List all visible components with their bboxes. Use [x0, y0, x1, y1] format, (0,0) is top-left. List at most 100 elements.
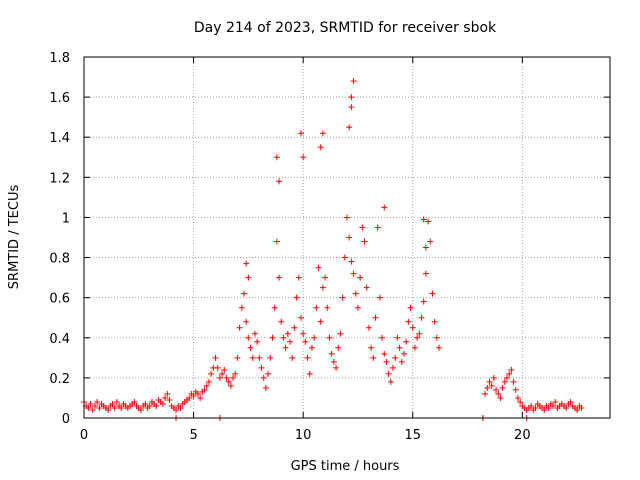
- data-point: [236, 324, 243, 331]
- data-point: [411, 344, 418, 351]
- data-point: [370, 354, 377, 361]
- data-point: [293, 294, 300, 301]
- data-point: [503, 374, 510, 381]
- data-point: [313, 304, 320, 311]
- data-point: [317, 144, 324, 151]
- data-point: [295, 274, 302, 281]
- data-point: [381, 204, 388, 211]
- y-tick-label: 0.4: [49, 332, 70, 347]
- data-point: [197, 394, 204, 401]
- data-point: [245, 334, 252, 341]
- data-point: [243, 260, 250, 267]
- data-point: [118, 404, 125, 411]
- data-point: [433, 334, 440, 341]
- data-point: [372, 314, 379, 321]
- data-point: [528, 402, 535, 409]
- data-point: [87, 400, 94, 407]
- data-point: [273, 238, 280, 245]
- data-point: [574, 406, 581, 413]
- data-point: [374, 224, 381, 231]
- data-point: [300, 330, 307, 337]
- data-point: [223, 374, 230, 381]
- data-point: [300, 154, 307, 161]
- data-point: [291, 324, 298, 331]
- data-point: [425, 218, 432, 225]
- data-point: [365, 324, 372, 331]
- data-point: [550, 402, 557, 409]
- data-point: [333, 364, 340, 371]
- data-point: [532, 404, 539, 411]
- data-point: [243, 318, 250, 325]
- chart-title: Day 214 of 2023, SRMTID for receiver sbo…: [194, 20, 497, 36]
- grid: [84, 57, 610, 418]
- data-point: [361, 238, 368, 245]
- data-point: [420, 298, 427, 305]
- data-point: [203, 382, 210, 389]
- data-point: [319, 130, 326, 137]
- data-point: [501, 378, 508, 385]
- data-point: [337, 330, 344, 337]
- data-point: [109, 400, 116, 407]
- data-point: [352, 290, 359, 297]
- data-point: [273, 154, 280, 161]
- data-point: [517, 398, 524, 405]
- data-point: [567, 398, 574, 405]
- data-point: [508, 366, 515, 373]
- data-point: [354, 304, 361, 311]
- data-point: [142, 400, 149, 407]
- x-tick-label: 0: [80, 428, 88, 443]
- data-point: [216, 374, 223, 381]
- data-point: [376, 294, 383, 301]
- data-point: [405, 318, 412, 325]
- data-point: [227, 382, 234, 389]
- data-point: [234, 354, 241, 361]
- data-point: [330, 358, 337, 365]
- data-point: [280, 334, 287, 341]
- data-point: [260, 374, 267, 381]
- data-point: [431, 318, 438, 325]
- x-tick-label: 10: [295, 428, 312, 443]
- data-point: [94, 398, 101, 405]
- data-point: [91, 402, 98, 409]
- data-point: [269, 334, 276, 341]
- data-point: [578, 404, 585, 411]
- data-point: [398, 358, 405, 365]
- data-point: [302, 338, 309, 345]
- data-point: [265, 370, 272, 377]
- data-point: [344, 214, 350, 221]
- data-point: [552, 398, 559, 405]
- data-point: [308, 344, 315, 351]
- x-tick-label: 5: [189, 428, 197, 443]
- data-point: [230, 374, 237, 381]
- data-point: [326, 334, 333, 341]
- data-point: [400, 350, 407, 357]
- data-point: [304, 354, 311, 361]
- data-point: [276, 178, 283, 185]
- y-tick-label: 0.6: [49, 292, 70, 307]
- data-point: [322, 274, 329, 281]
- data-point: [359, 224, 366, 231]
- data-point: [105, 406, 112, 413]
- data-point: [482, 390, 489, 397]
- data-point: [339, 294, 346, 301]
- data-point: [113, 398, 120, 405]
- plot-frame: [83, 56, 611, 419]
- data-point: [282, 344, 289, 351]
- data-point: [506, 370, 513, 377]
- data-point: [238, 304, 245, 311]
- y-tick-label: 1.6: [49, 91, 70, 106]
- data-point: [392, 354, 399, 361]
- data-point: [315, 264, 322, 271]
- data-point: [262, 384, 269, 391]
- data-point: [396, 344, 403, 351]
- data-point: [484, 384, 491, 391]
- data-point: [190, 392, 197, 399]
- data-point: [173, 406, 180, 413]
- data-point: [350, 270, 357, 277]
- data-point: [271, 304, 278, 311]
- y-tick-label: 1.8: [49, 51, 70, 66]
- data-point: [328, 350, 335, 357]
- data-point: [510, 378, 517, 385]
- data-point: [85, 404, 92, 411]
- data-point: [497, 394, 504, 401]
